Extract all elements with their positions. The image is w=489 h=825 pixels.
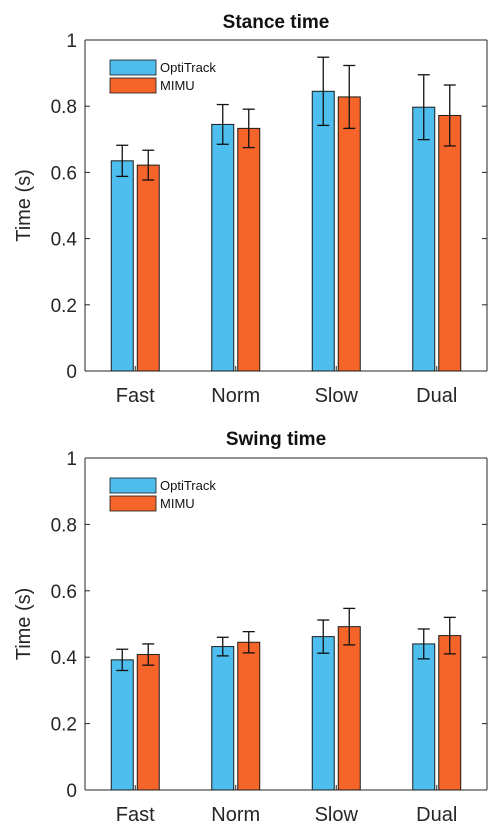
y-tick-label: 0.6 (51, 582, 77, 603)
legend: OptiTrack MIMU (109, 59, 216, 94)
bar-optitrack (412, 106, 436, 372)
y-tick-label: 0.4 (51, 230, 78, 251)
bar-optitrack (211, 646, 235, 791)
bar-mimu (337, 626, 361, 791)
bar-optitrack (211, 123, 235, 372)
bar-optitrack (311, 636, 335, 791)
legend-label-mimu: MIMU (160, 78, 195, 93)
bar-mimu (237, 127, 261, 372)
legend-swatch-mimu (109, 77, 157, 94)
y-tick-label: 0.8 (51, 97, 77, 118)
y-axis-label: Time (s) (13, 169, 35, 242)
swing-time-chart: Swing time 0 0.2 0.4 0.6 0.8 1 Time (s) Fast Norm… (13, 429, 488, 825)
x-tick-label: Norm (211, 804, 260, 825)
y-tick-label: 1 (66, 31, 77, 52)
bar-mimu (136, 164, 160, 372)
legend: OptiTrack MIMU (109, 477, 216, 512)
x-tick-label: Dual (416, 804, 457, 825)
bar-mimu (438, 114, 462, 372)
x-tick-label: Slow (315, 385, 359, 407)
x-tick-label: Slow (315, 804, 359, 825)
legend-label-mimu: MIMU (160, 496, 195, 511)
chart-title: Swing time (226, 429, 326, 450)
bar-mimu (337, 96, 361, 372)
legend-label-optitrack: OptiTrack (160, 478, 216, 493)
legend-label-optitrack: OptiTrack (160, 60, 216, 75)
bar-mimu (438, 635, 462, 791)
y-tick-label: 0.2 (51, 296, 77, 317)
bar-mimu (136, 654, 160, 791)
chart-title: Stance time (223, 12, 330, 33)
bar-optitrack (311, 90, 335, 372)
legend-swatch-optitrack (109, 59, 157, 76)
bar-optitrack (110, 160, 134, 372)
stance-time-chart: Stance time 0 0.2 0.4 0.6 0.8 1 Time (s) Fast Nor… (13, 12, 488, 407)
y-tick-label: 0 (66, 781, 77, 802)
x-tick-label: Dual (416, 385, 457, 407)
bar-mimu (237, 641, 261, 791)
y-tick-label: 0.6 (51, 163, 77, 184)
x-tick-label: Norm (211, 385, 260, 407)
y-tick-label: 0 (66, 362, 77, 383)
bar-optitrack (412, 643, 436, 791)
y-tick-label: 0.8 (51, 515, 77, 536)
x-tick-label: Fast (116, 804, 155, 825)
bar-optitrack (110, 659, 134, 791)
y-tick-label: 0.2 (51, 715, 77, 736)
y-tick-label: 1 (66, 449, 77, 470)
x-tick-label: Fast (116, 385, 155, 407)
legend-swatch-mimu (109, 495, 157, 512)
y-axis-label: Time (s) (13, 588, 35, 661)
y-tick-label: 0.4 (51, 648, 78, 669)
legend-swatch-optitrack (109, 477, 157, 494)
